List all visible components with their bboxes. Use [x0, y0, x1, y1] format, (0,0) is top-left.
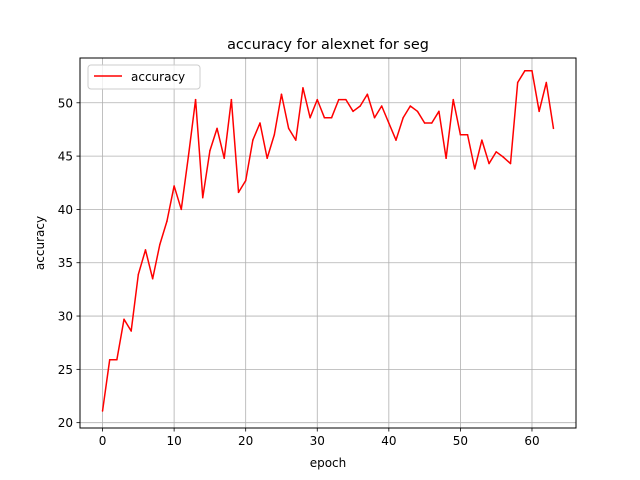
data-point	[366, 93, 369, 96]
data-point	[345, 98, 347, 101]
data-point	[445, 157, 447, 159]
data-point	[116, 359, 118, 361]
data-point	[495, 151, 497, 153]
data-point	[151, 277, 154, 280]
data-point	[416, 110, 419, 113]
data-point	[101, 410, 104, 412]
data-point	[488, 162, 490, 165]
data-point	[144, 249, 147, 251]
x-tick-label: 60	[524, 434, 539, 448]
data-point	[108, 359, 111, 361]
data-point	[359, 105, 361, 107]
data-point	[323, 116, 326, 119]
grid-lines	[80, 58, 576, 428]
series-line-accuracy	[101, 70, 555, 412]
y-tick-label: 40	[58, 203, 73, 217]
data-point	[273, 134, 276, 136]
data-point	[552, 127, 555, 130]
data-point	[173, 185, 175, 187]
legend-label-accuracy: accuracy	[131, 70, 185, 84]
data-point	[252, 139, 254, 141]
data-point	[395, 139, 397, 141]
data-point	[187, 155, 190, 157]
data-point	[280, 93, 283, 96]
data-point	[373, 116, 376, 119]
y-axis-label: accuracy	[33, 216, 47, 270]
legend: accuracy	[87, 64, 201, 90]
data-point	[380, 105, 383, 107]
data-point	[201, 196, 204, 199]
y-tick-label: 35	[58, 256, 73, 270]
data-point	[166, 220, 168, 222]
data-point	[481, 139, 483, 141]
data-point	[209, 150, 211, 152]
data-point	[130, 330, 132, 332]
data-point	[538, 110, 540, 113]
chart-title: accuracy for alexnet for seg	[227, 37, 429, 53]
data-point	[524, 70, 526, 72]
data-point	[502, 156, 505, 158]
y-tick-label: 50	[58, 96, 73, 110]
data-point	[230, 98, 233, 101]
data-point	[259, 122, 261, 124]
data-point	[402, 116, 404, 119]
data-point	[309, 116, 311, 119]
x-tick-label: 50	[453, 434, 468, 448]
x-tick-label: 10	[166, 434, 181, 448]
data-point	[388, 122, 390, 124]
data-point	[473, 168, 476, 170]
y-tick-label: 25	[58, 363, 73, 377]
data-point	[466, 134, 469, 136]
y-tick-label: 20	[58, 416, 73, 430]
data-point	[159, 243, 161, 246]
legend-box	[87, 64, 201, 90]
x-tick-label: 40	[381, 434, 396, 448]
y-tick-label: 45	[58, 150, 73, 164]
data-point	[459, 134, 462, 136]
series-layer	[101, 70, 555, 412]
data-point	[452, 98, 455, 101]
data-point	[509, 162, 512, 165]
x-tick-label: 30	[310, 434, 325, 448]
data-point	[409, 105, 412, 107]
y-tick-label: 30	[58, 310, 73, 324]
data-point	[438, 110, 440, 113]
data-point	[194, 98, 197, 101]
data-point	[123, 318, 125, 320]
data-point	[545, 81, 548, 84]
data-point	[352, 110, 354, 113]
data-point	[137, 273, 140, 276]
data-point	[216, 127, 218, 130]
data-point	[295, 139, 297, 141]
x-tick-label: 20	[238, 434, 253, 448]
axis-ticks: 0 10 20 30 40 50 60 20 25 30 35 40 45 50	[58, 96, 540, 448]
data-point	[431, 122, 433, 124]
data-point	[316, 98, 319, 101]
data-point	[266, 157, 268, 159]
data-point	[244, 179, 247, 182]
x-axis-label: epoch	[310, 456, 347, 470]
plot-area-frame	[79, 57, 577, 429]
x-tick-label: 0	[99, 434, 107, 448]
data-point	[237, 191, 240, 194]
data-point	[531, 70, 533, 72]
data-point	[516, 81, 519, 84]
data-point	[302, 87, 304, 89]
data-point	[287, 127, 290, 130]
data-point	[330, 116, 333, 119]
data-point	[337, 98, 340, 101]
data-point	[180, 208, 183, 211]
data-point	[223, 157, 225, 159]
data-point	[423, 122, 426, 124]
